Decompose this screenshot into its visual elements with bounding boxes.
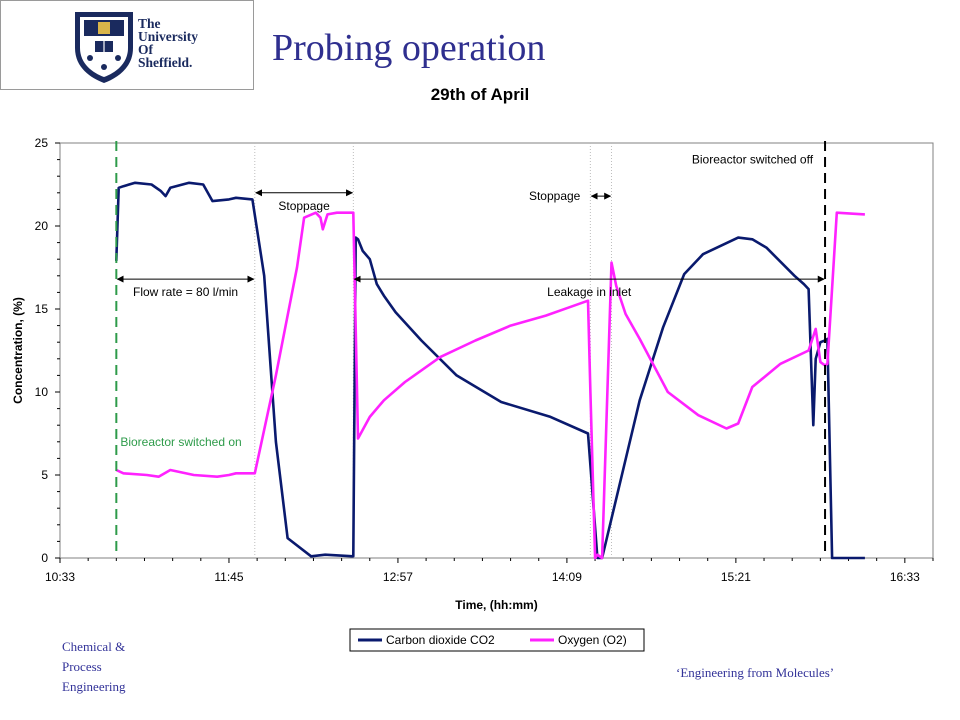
university-crest-icon xyxy=(75,12,133,83)
legend-box xyxy=(349,628,645,652)
logo-line-3: Of xyxy=(138,42,153,57)
x-axis-label: Time, (hh:mm) xyxy=(455,598,537,612)
department-name: Chemical & Process Engineering xyxy=(62,637,182,697)
x-tick-label: 10:33 xyxy=(45,570,75,584)
university-logo-box: The University Of Sheffield. xyxy=(0,0,254,90)
slide-title: Probing operation xyxy=(272,27,546,69)
university-name: The University Of Sheffield. xyxy=(138,16,198,70)
x-tick-label: 16:33 xyxy=(890,570,920,584)
y-tick-label: 0 xyxy=(41,551,48,565)
x-tick-label: 11:45 xyxy=(214,570,243,584)
annotation-label: Leakage in inlet xyxy=(547,285,632,299)
y-tick-label: 25 xyxy=(35,136,49,150)
y-tick-label: 15 xyxy=(35,302,49,316)
plot-area xyxy=(59,142,934,559)
x-tick-label: 14:09 xyxy=(552,570,582,584)
y-axis-label: Concentration, (%) xyxy=(11,297,25,404)
x-tick-label: 15:21 xyxy=(721,570,751,584)
annotation-label: Stoppage xyxy=(278,199,330,213)
y-tick-label: 5 xyxy=(41,468,48,482)
y-tick-label: 10 xyxy=(35,385,49,399)
bioreactor-on-label: Bioreactor switched on xyxy=(120,435,241,449)
logo-line-1: The xyxy=(138,16,161,31)
logo-line-2: University xyxy=(138,29,198,44)
department-line-1: Chemical & xyxy=(62,639,126,654)
y-tick-label: 20 xyxy=(35,219,49,233)
chart-title: 29th of April xyxy=(431,85,530,104)
bioreactor-off-label: Bioreactor switched off xyxy=(692,153,814,167)
logo-line-4: Sheffield. xyxy=(138,55,193,70)
legend-label: Oxygen (O2) xyxy=(558,633,627,647)
x-tick-label: 12:57 xyxy=(383,570,413,584)
series-line-co2 xyxy=(115,181,865,560)
series-line-o2 xyxy=(115,211,865,560)
annotation-label: Flow rate = 80 l/min xyxy=(133,285,238,299)
tagline: ‘Engineering from Molecules’ xyxy=(676,665,835,680)
department-line-2: Process xyxy=(62,659,102,674)
annotation-label: Stoppage xyxy=(529,189,581,203)
department-line-3: Engineering xyxy=(62,679,126,694)
legend-label: Carbon dioxide CO2 xyxy=(386,633,495,647)
